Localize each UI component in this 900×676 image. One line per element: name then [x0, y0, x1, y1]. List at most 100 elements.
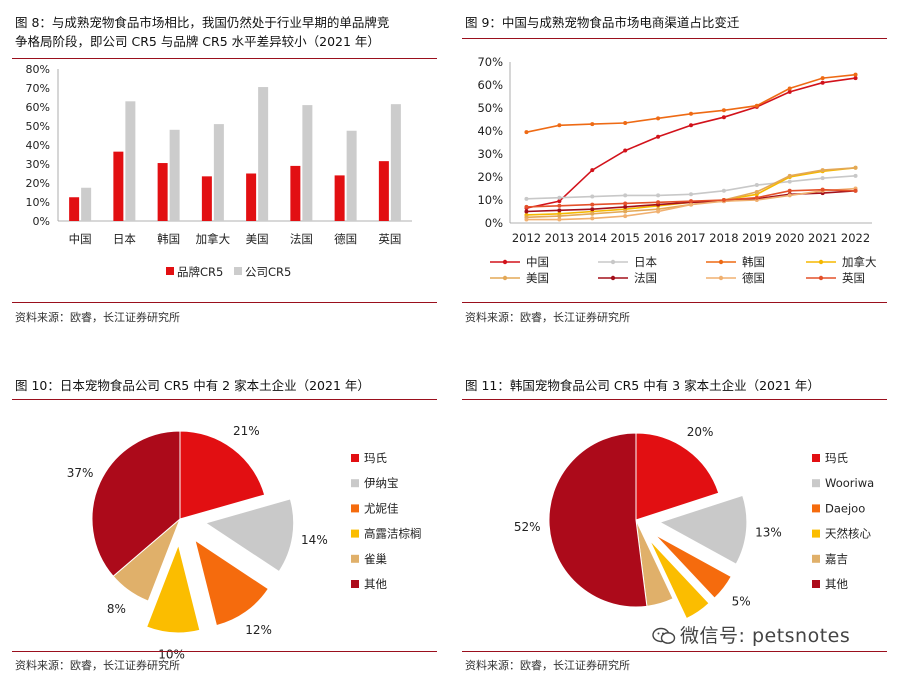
series-point [656, 193, 661, 198]
series-point [787, 86, 792, 91]
y-tick-label: 40% [26, 139, 50, 152]
figure-10-top-rule [12, 399, 437, 400]
wechat-watermark: 微信号: petsnotes [652, 621, 850, 648]
series-point [754, 103, 759, 108]
bar-brand-cr5 [246, 173, 257, 221]
y-tick-label: 30% [26, 158, 50, 171]
series-point [754, 189, 759, 194]
slice-value-label: 14% [301, 533, 328, 547]
x-tick-label: 2020 [775, 231, 804, 245]
slice-value-label: 52% [514, 520, 541, 534]
legend-marker [718, 259, 724, 265]
legend-label: 雀巢 [364, 552, 387, 566]
legend-swatch [351, 454, 359, 462]
legend-label: 品牌CR5 [177, 265, 223, 279]
x-tick-label: 2012 [512, 231, 541, 245]
slice-value-label: 5% [732, 595, 751, 609]
y-tick-label: 30% [477, 147, 503, 161]
wechat-icon [652, 627, 676, 644]
series-point [787, 193, 792, 198]
y-tick-label: 40% [477, 124, 503, 138]
pie-slice [204, 498, 295, 573]
pie-slice [194, 539, 270, 627]
series-point [689, 199, 693, 204]
series-point [853, 165, 858, 170]
series-point [623, 214, 628, 219]
x-tick-label: 德国 [334, 232, 357, 246]
series-point [590, 202, 595, 207]
x-tick-label: 2015 [611, 231, 640, 245]
bar-company-cr5 [125, 101, 136, 221]
series-point [623, 204, 628, 209]
legend-swatch [812, 479, 820, 488]
x-tick-label: 加拿大 [196, 232, 231, 246]
series-point [590, 194, 595, 199]
pie-slice [548, 432, 648, 608]
legend-swatch [812, 529, 820, 538]
series-point [557, 208, 562, 213]
figure-9-title: 图 9：中国与成熟宠物食品市场电商渠道占比变迁 [465, 15, 740, 30]
legend-swatch [812, 580, 820, 588]
pie-slice [654, 534, 732, 599]
bar-brand-cr5 [201, 176, 212, 221]
x-tick-label: 2017 [676, 231, 705, 245]
y-tick-label: 50% [477, 101, 503, 115]
slice-value-label: 21% [233, 424, 260, 438]
series-point [623, 201, 628, 206]
series-point [787, 188, 792, 193]
legend-swatch [812, 454, 820, 462]
legend-swatch [812, 504, 820, 513]
legend-label: Wooriwa [825, 476, 874, 490]
figure-9-source: 资料来源：欧睿，长江证券研究所 [465, 311, 630, 324]
series-point [590, 211, 595, 216]
y-tick-label: 0% [33, 215, 50, 228]
series-point [656, 209, 661, 214]
figure-11-title: 图 11：韩国宠物食品公司 CR5 中有 3 家本土企业（2021 年） [465, 378, 820, 393]
pie-slice [179, 430, 266, 520]
legend-label: 天然核心 [825, 527, 871, 541]
series-point [820, 187, 825, 192]
series-point [820, 80, 825, 85]
slice-value-label: 12% [245, 623, 272, 637]
legend-label: 加拿大 [842, 255, 877, 269]
figure-8-bottom-rule [12, 302, 437, 303]
legend-label: 法国 [634, 271, 657, 285]
series-point [754, 183, 759, 188]
legend-label: 公司CR5 [245, 265, 291, 279]
x-tick-label: 韩国 [157, 232, 180, 246]
legend-marker [610, 275, 616, 281]
figure-8-title: 图 8：与成熟宠物食品市场相比，我国仍然处于行业早期的单品牌竞 争格局阶段，即公… [15, 13, 389, 51]
legend-label: 德国 [742, 271, 765, 285]
legend-label: 高露洁棕榈 [364, 527, 422, 541]
bar-brand-cr5 [334, 175, 345, 221]
legend-label: 日本 [634, 255, 657, 269]
figure-10-title: 图 10：日本宠物食品公司 CR5 中有 2 家本土企业（2021 年） [15, 378, 370, 393]
series-point [656, 200, 661, 205]
legend-swatch [812, 554, 820, 563]
series-point [623, 193, 628, 198]
series-point [656, 116, 661, 121]
legend-label: 伊纳宝 [364, 476, 399, 490]
legend-swatch [351, 554, 359, 563]
series-point [557, 199, 562, 204]
series-point [590, 122, 595, 127]
y-tick-label: 20% [26, 177, 50, 190]
bar-brand-cr5 [113, 151, 124, 221]
series-point [689, 202, 693, 207]
legend-marker [718, 275, 724, 281]
series-point [721, 108, 726, 113]
series-point [721, 188, 726, 193]
pie-slice [649, 539, 710, 620]
figure-10-bottom-rule [12, 651, 437, 652]
slice-value-label: 20% [687, 425, 714, 439]
y-tick-label: 20% [477, 170, 503, 184]
series-point [721, 115, 726, 120]
series-point [524, 217, 529, 222]
legend-label: 英国 [842, 271, 865, 285]
series-point [623, 209, 628, 214]
series-point [853, 72, 858, 77]
legend-label: 美国 [526, 271, 549, 285]
bar-company-cr5 [302, 105, 313, 221]
y-tick-label: 60% [26, 101, 50, 114]
